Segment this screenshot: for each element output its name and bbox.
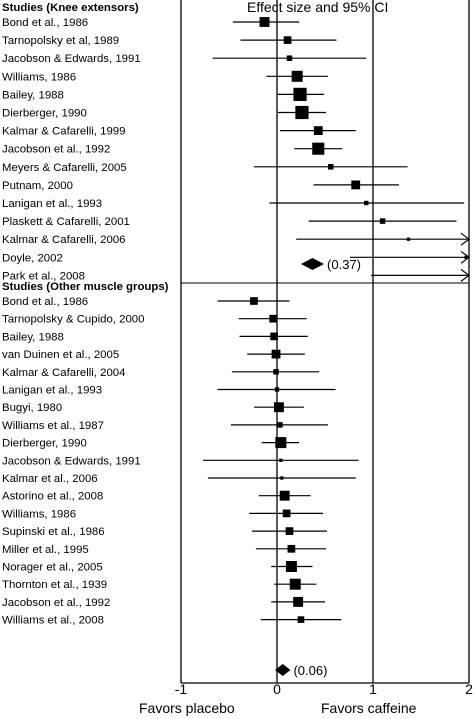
study-label: Jacobson et al., 1992: [2, 597, 110, 609]
study-label: Putnam, 2000: [2, 180, 73, 192]
point-estimate: [282, 509, 291, 518]
study-label: Bond et al., 1986: [2, 17, 88, 29]
study-label: Kalmar & Cafarelli, 1999: [2, 126, 125, 138]
study-label: Miller et al., 1995: [2, 544, 89, 556]
study-label: Bond et al., 1986: [2, 296, 88, 308]
point-estimate: [283, 36, 292, 44]
xlabel-left: Favors placebo: [139, 700, 235, 716]
study-label: Meyers & Cafarelli, 2005: [2, 162, 127, 174]
study-label: Bailey, 1988: [2, 89, 64, 101]
pooled-label: (0.37): [327, 257, 361, 272]
study-label: Plaskett & Cafarelli, 2001: [2, 216, 130, 228]
point-estimate: [279, 458, 283, 462]
study-label: Bugyi, 1980: [2, 402, 62, 414]
xlabel-right: Favors caffeine: [321, 700, 417, 716]
point-estimate: [285, 527, 294, 535]
point-estimate: [269, 314, 278, 323]
study-label: Thornton et al., 1939: [2, 579, 107, 591]
point-estimate: [364, 200, 369, 206]
x-tick-label-2: 1: [369, 681, 377, 697]
point-estimate: [291, 70, 303, 82]
point-estimate: [259, 17, 270, 27]
study-group-0: Bond et al., 1986 Tarnopolsky et al, 1989…: [2, 17, 471, 282]
point-estimate: [293, 87, 307, 101]
study-group-1: Bond et al., 1986 Tarnopolsky & Cupido, 2…: [2, 296, 359, 678]
point-estimate: [286, 55, 293, 61]
ci-arrow: [460, 232, 470, 246]
point-estimate: [275, 437, 287, 449]
point-estimate: [274, 387, 280, 392]
study-label: Dierberger, 1990: [2, 438, 87, 450]
study-label: Lanigan et al., 1993: [2, 385, 102, 397]
point-estimate: [273, 402, 284, 413]
point-estimate: [289, 578, 301, 590]
point-estimate: [351, 180, 361, 190]
ci-arrow: [460, 250, 471, 264]
x-tick-label-0: -1: [175, 681, 188, 697]
point-estimate: [287, 544, 296, 553]
chart-title: Effect size and 95% CI: [247, 0, 388, 15]
x-tick-label-1: 0: [273, 681, 281, 697]
ci-arrow: [460, 268, 470, 282]
point-estimate: [280, 476, 284, 480]
x-tick-label-3: 2: [465, 681, 473, 697]
point-estimate: [271, 349, 281, 359]
point-estimate: [313, 126, 323, 135]
study-label: Astorino et al., 2008: [2, 491, 103, 503]
study-label: Jacobson & Edwards, 1991: [2, 455, 141, 467]
point-estimate: [312, 142, 325, 155]
study-label: Dierberger, 1990: [2, 108, 87, 120]
point-estimate: [406, 237, 411, 241]
study-label: Williams, 1986: [2, 508, 76, 520]
study-label: Supinski et al., 1986: [2, 526, 105, 538]
study-label: Lanigan et al., 1993: [2, 198, 102, 210]
group-header-knee-extensors: Studies (Knee extensors): [2, 2, 139, 14]
point-estimate: [250, 297, 258, 305]
point-estimate: [464, 255, 468, 259]
group-header-other-muscle-groups: Studies (Other muscle groups): [2, 281, 169, 293]
point-estimate: [379, 218, 386, 224]
point-estimate: [285, 561, 297, 572]
study-label: Bailey, 1988: [2, 331, 64, 343]
point-estimate: [295, 105, 309, 120]
point-estimate: [277, 422, 283, 428]
study-label: Park et al., 2008: [2, 270, 85, 282]
pooled-label: (0.06): [293, 663, 327, 678]
study-label: Williams et al., 2008: [2, 615, 104, 627]
study-label: Kalmar & Cafarelli, 2006: [2, 234, 125, 246]
study-label: Kalmar & Cafarelli, 2004: [2, 367, 125, 379]
pooled-diamond: [275, 664, 291, 676]
study-label: Williams et al., 1987: [2, 420, 104, 432]
point-estimate: [273, 369, 279, 375]
point-estimate: [270, 332, 278, 341]
study-label: Kalmar et al., 2006: [2, 473, 98, 485]
point-estimate: [297, 616, 305, 623]
study-label: Jacobson & Edwards, 1991: [2, 53, 141, 65]
point-estimate: [279, 490, 290, 501]
study-label: Jacobson et al., 1992: [2, 144, 110, 156]
point-estimate: [293, 596, 304, 607]
study-label: Tarnopolsky et al, 1989: [2, 35, 119, 47]
pooled-diamond: [301, 258, 325, 270]
study-label: Williams, 1986: [2, 71, 76, 83]
study-label: Doyle, 2002: [2, 252, 63, 264]
study-label: Tarnopolsky & Cupido, 2000: [2, 314, 144, 326]
study-label: van Duinen et al., 2005: [2, 349, 119, 361]
point-estimate: [328, 164, 334, 170]
study-label: Norager et al., 2005: [2, 562, 103, 574]
